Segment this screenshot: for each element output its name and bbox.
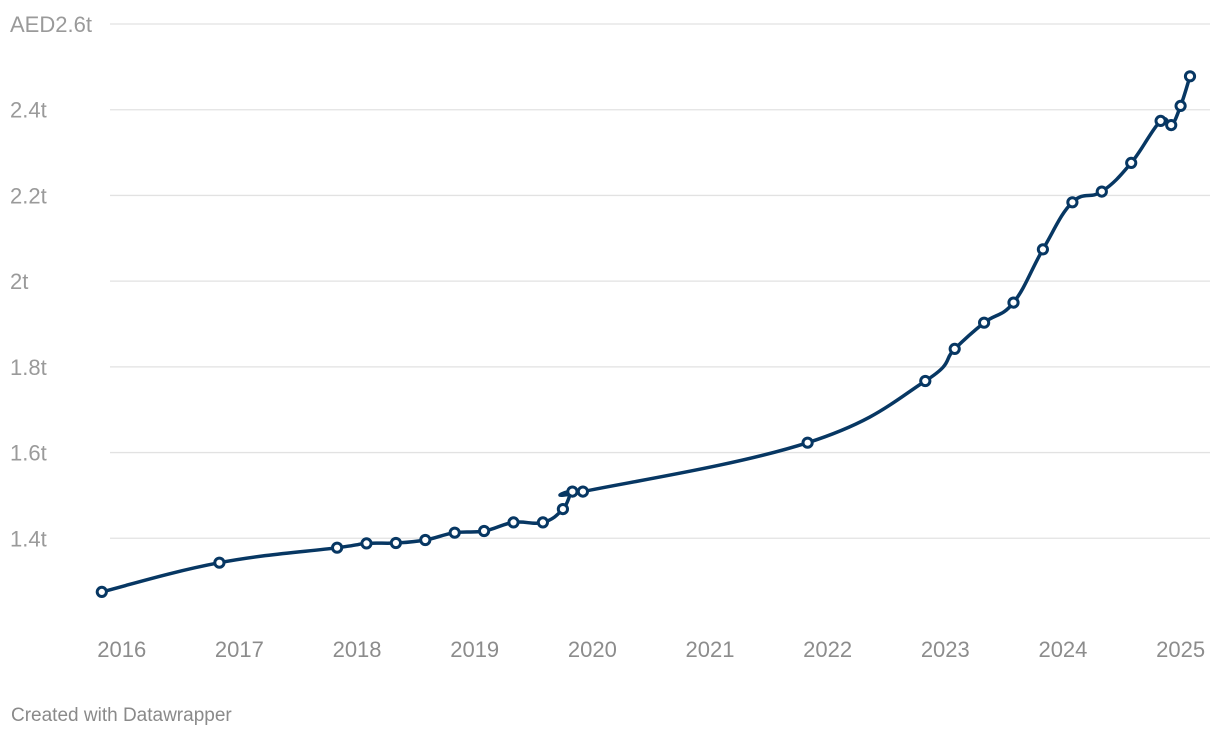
- series-line-group: [100, 74, 1192, 594]
- data-point[interactable]: [1007, 296, 1020, 309]
- data-point[interactable]: [556, 503, 570, 516]
- data-point[interactable]: [801, 436, 814, 449]
- y-tick-label: 2.2t: [10, 183, 47, 208]
- y-tick-label: 1.8t: [10, 355, 47, 380]
- x-tick-label: 2024: [1038, 637, 1087, 662]
- x-tick-label: 2018: [333, 637, 382, 662]
- data-point[interactable]: [331, 541, 344, 554]
- data-point[interactable]: [948, 342, 961, 355]
- data-point[interactable]: [1095, 185, 1108, 198]
- y-tick-label: 2.4t: [10, 98, 47, 123]
- x-tick-label: 2020: [568, 637, 617, 662]
- data-point[interactable]: [1125, 156, 1138, 169]
- x-tick-label: 2023: [921, 637, 970, 662]
- data-point[interactable]: [360, 537, 373, 550]
- data-point[interactable]: [566, 485, 579, 498]
- y-tick-label: AED2.6t: [10, 12, 92, 37]
- x-tick-label: 2022: [803, 637, 852, 662]
- credit-text[interactable]: Created with Datawrapper: [11, 705, 232, 726]
- data-point[interactable]: [95, 585, 108, 599]
- gridlines: [110, 23, 1210, 539]
- y-axis-labels: AED2.6t 2.4t 2.2t 2t 1.8t 1.6t 1.4t: [10, 12, 92, 551]
- series-points: [95, 70, 1197, 599]
- y-tick-label: 1.4t: [10, 526, 47, 551]
- series-line: [100, 74, 1192, 594]
- x-tick-label: 2025: [1156, 637, 1205, 662]
- x-axis-labels: 2016 2017 2018 2019 2020 2021 2022 2023 2024 2025: [97, 637, 1205, 662]
- x-tick-label: 2016: [97, 637, 146, 662]
- x-tick-label: 2019: [450, 637, 499, 662]
- data-point[interactable]: [978, 316, 991, 329]
- data-point[interactable]: [419, 533, 432, 547]
- data-point[interactable]: [478, 524, 491, 538]
- data-point[interactable]: [1183, 70, 1197, 83]
- data-point[interactable]: [919, 374, 932, 388]
- data-point[interactable]: [507, 516, 520, 529]
- data-point[interactable]: [1154, 114, 1167, 128]
- data-point[interactable]: [448, 526, 461, 539]
- data-point[interactable]: [536, 516, 550, 529]
- data-point[interactable]: [1036, 243, 1050, 256]
- data-point[interactable]: [1165, 119, 1178, 132]
- data-point[interactable]: [576, 485, 590, 498]
- data-point[interactable]: [1174, 99, 1187, 113]
- data-point[interactable]: [389, 536, 402, 550]
- x-tick-label: 2021: [686, 637, 735, 662]
- y-tick-label: 1.6t: [10, 441, 47, 466]
- x-tick-label: 2017: [215, 637, 264, 662]
- data-point[interactable]: [1066, 196, 1079, 209]
- y-tick-label: 2t: [10, 269, 28, 294]
- data-point[interactable]: [213, 556, 226, 569]
